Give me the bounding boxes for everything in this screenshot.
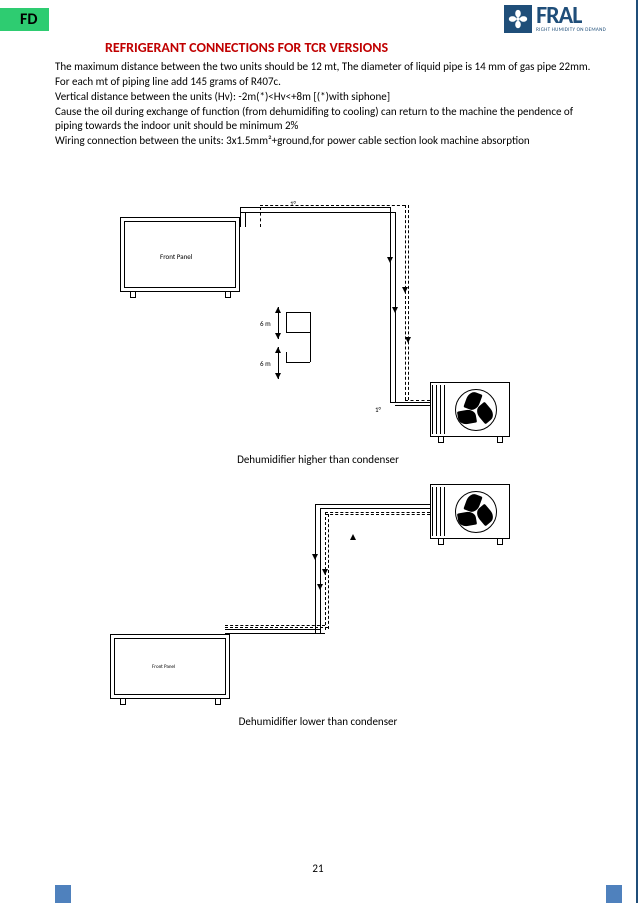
arrow-up-icon: [275, 307, 281, 313]
grille: [440, 385, 441, 434]
front-panel-label: Front Panel: [160, 252, 192, 261]
foot-icon: [130, 292, 136, 298]
slope-bot-label: 1°: [375, 405, 381, 414]
pipe: [240, 207, 241, 227]
distance-label-1: 6 m: [260, 319, 271, 328]
pipe-dashed: [328, 514, 329, 629]
fd-tag: FD: [0, 8, 49, 31]
pipe: [390, 207, 391, 402]
siphon: [286, 312, 310, 313]
page-number: 21: [0, 862, 636, 875]
arrow-down-icon: [275, 333, 281, 339]
foot-icon: [438, 539, 444, 545]
arrow-down-icon: [405, 337, 411, 343]
paragraph-2: Vertical distance between the units (Hv)…: [55, 90, 591, 105]
arrow-up-icon: [275, 347, 281, 353]
brand-tagline: RIGHT HUMIDITY ON DEMAND: [536, 28, 606, 33]
pipe-dashed: [325, 512, 430, 513]
pipe: [245, 212, 246, 227]
pipe-dashed: [408, 205, 409, 400]
grille: [444, 487, 445, 536]
pipe-dashed: [405, 400, 430, 401]
footer-block-left: [55, 885, 71, 903]
pipe: [240, 207, 390, 208]
arrow-down-icon: [317, 584, 323, 590]
grille: [444, 385, 445, 434]
page-title: REFRIGERANT CONNECTIONS FOR TCR VERSIONS: [105, 39, 636, 56]
pipe: [315, 504, 430, 505]
caption-1: Dehumidifier higher than condenser: [0, 453, 636, 466]
pipe: [395, 405, 430, 406]
foot-icon: [120, 699, 126, 705]
grille: [432, 487, 433, 536]
condenser-fan-icon: [455, 491, 497, 533]
diagram-higher: Front Panel 1° 6 m 6 m 1°: [0, 157, 636, 447]
pipe-dashed: [260, 207, 261, 227]
paragraph-3: Cause the oil during exchange of functio…: [55, 105, 591, 135]
pipe-dashed: [260, 205, 405, 206]
pipe-dashed: [405, 205, 406, 400]
paragraph-4: Wiring connection between the units: 3x1…: [55, 134, 591, 149]
pipe: [315, 504, 316, 634]
siphon: [286, 362, 310, 363]
pipe: [225, 633, 325, 634]
arrow-down-icon: [402, 287, 408, 293]
siphon: [286, 312, 287, 332]
foot-icon: [215, 699, 221, 705]
siphon: [286, 332, 310, 333]
grille: [436, 487, 437, 536]
foot-icon: [497, 437, 503, 443]
brand-name: FRAL: [536, 4, 606, 28]
foot-icon: [438, 437, 444, 443]
header: FD FRAL RIGHT HUMIDITY ON DEMAND: [0, 0, 636, 33]
pipe: [390, 402, 430, 403]
condenser-fan-icon: [455, 389, 497, 431]
pipe: [240, 212, 395, 213]
paragraph-1: The maximum distance between the two uni…: [55, 60, 591, 90]
brand-logo: FRAL RIGHT HUMIDITY ON DEMAND: [504, 4, 606, 33]
diagram-lower: Front Panel: [0, 474, 636, 709]
arrow-down-icon: [275, 373, 281, 379]
foot-icon: [497, 539, 503, 545]
siphon: [310, 312, 311, 362]
pipe-dashed: [225, 627, 328, 628]
arrow-down-icon: [312, 554, 318, 560]
footer-block-right: [606, 885, 622, 903]
caption-2: Dehumidifier lower than condenser: [0, 715, 636, 728]
grille: [436, 385, 437, 434]
grille: [440, 487, 441, 536]
body-text: The maximum distance between the two uni…: [0, 60, 636, 149]
grille: [432, 385, 433, 434]
arrow-up-icon: [350, 534, 356, 540]
foot-icon: [225, 292, 231, 298]
siphon: [286, 352, 287, 362]
distance-label-2: 6 m: [260, 359, 271, 368]
pipe: [320, 508, 321, 634]
pipe-dashed: [325, 514, 430, 515]
arrow-down-icon: [322, 569, 328, 575]
front-panel-label: Front Panel: [152, 664, 175, 670]
pipe: [225, 629, 320, 630]
pipe: [320, 508, 430, 509]
pipe-dashed: [225, 625, 325, 626]
arrow-down-icon: [392, 307, 398, 313]
fan-icon: [504, 5, 532, 33]
arrow-down-icon: [387, 257, 393, 263]
